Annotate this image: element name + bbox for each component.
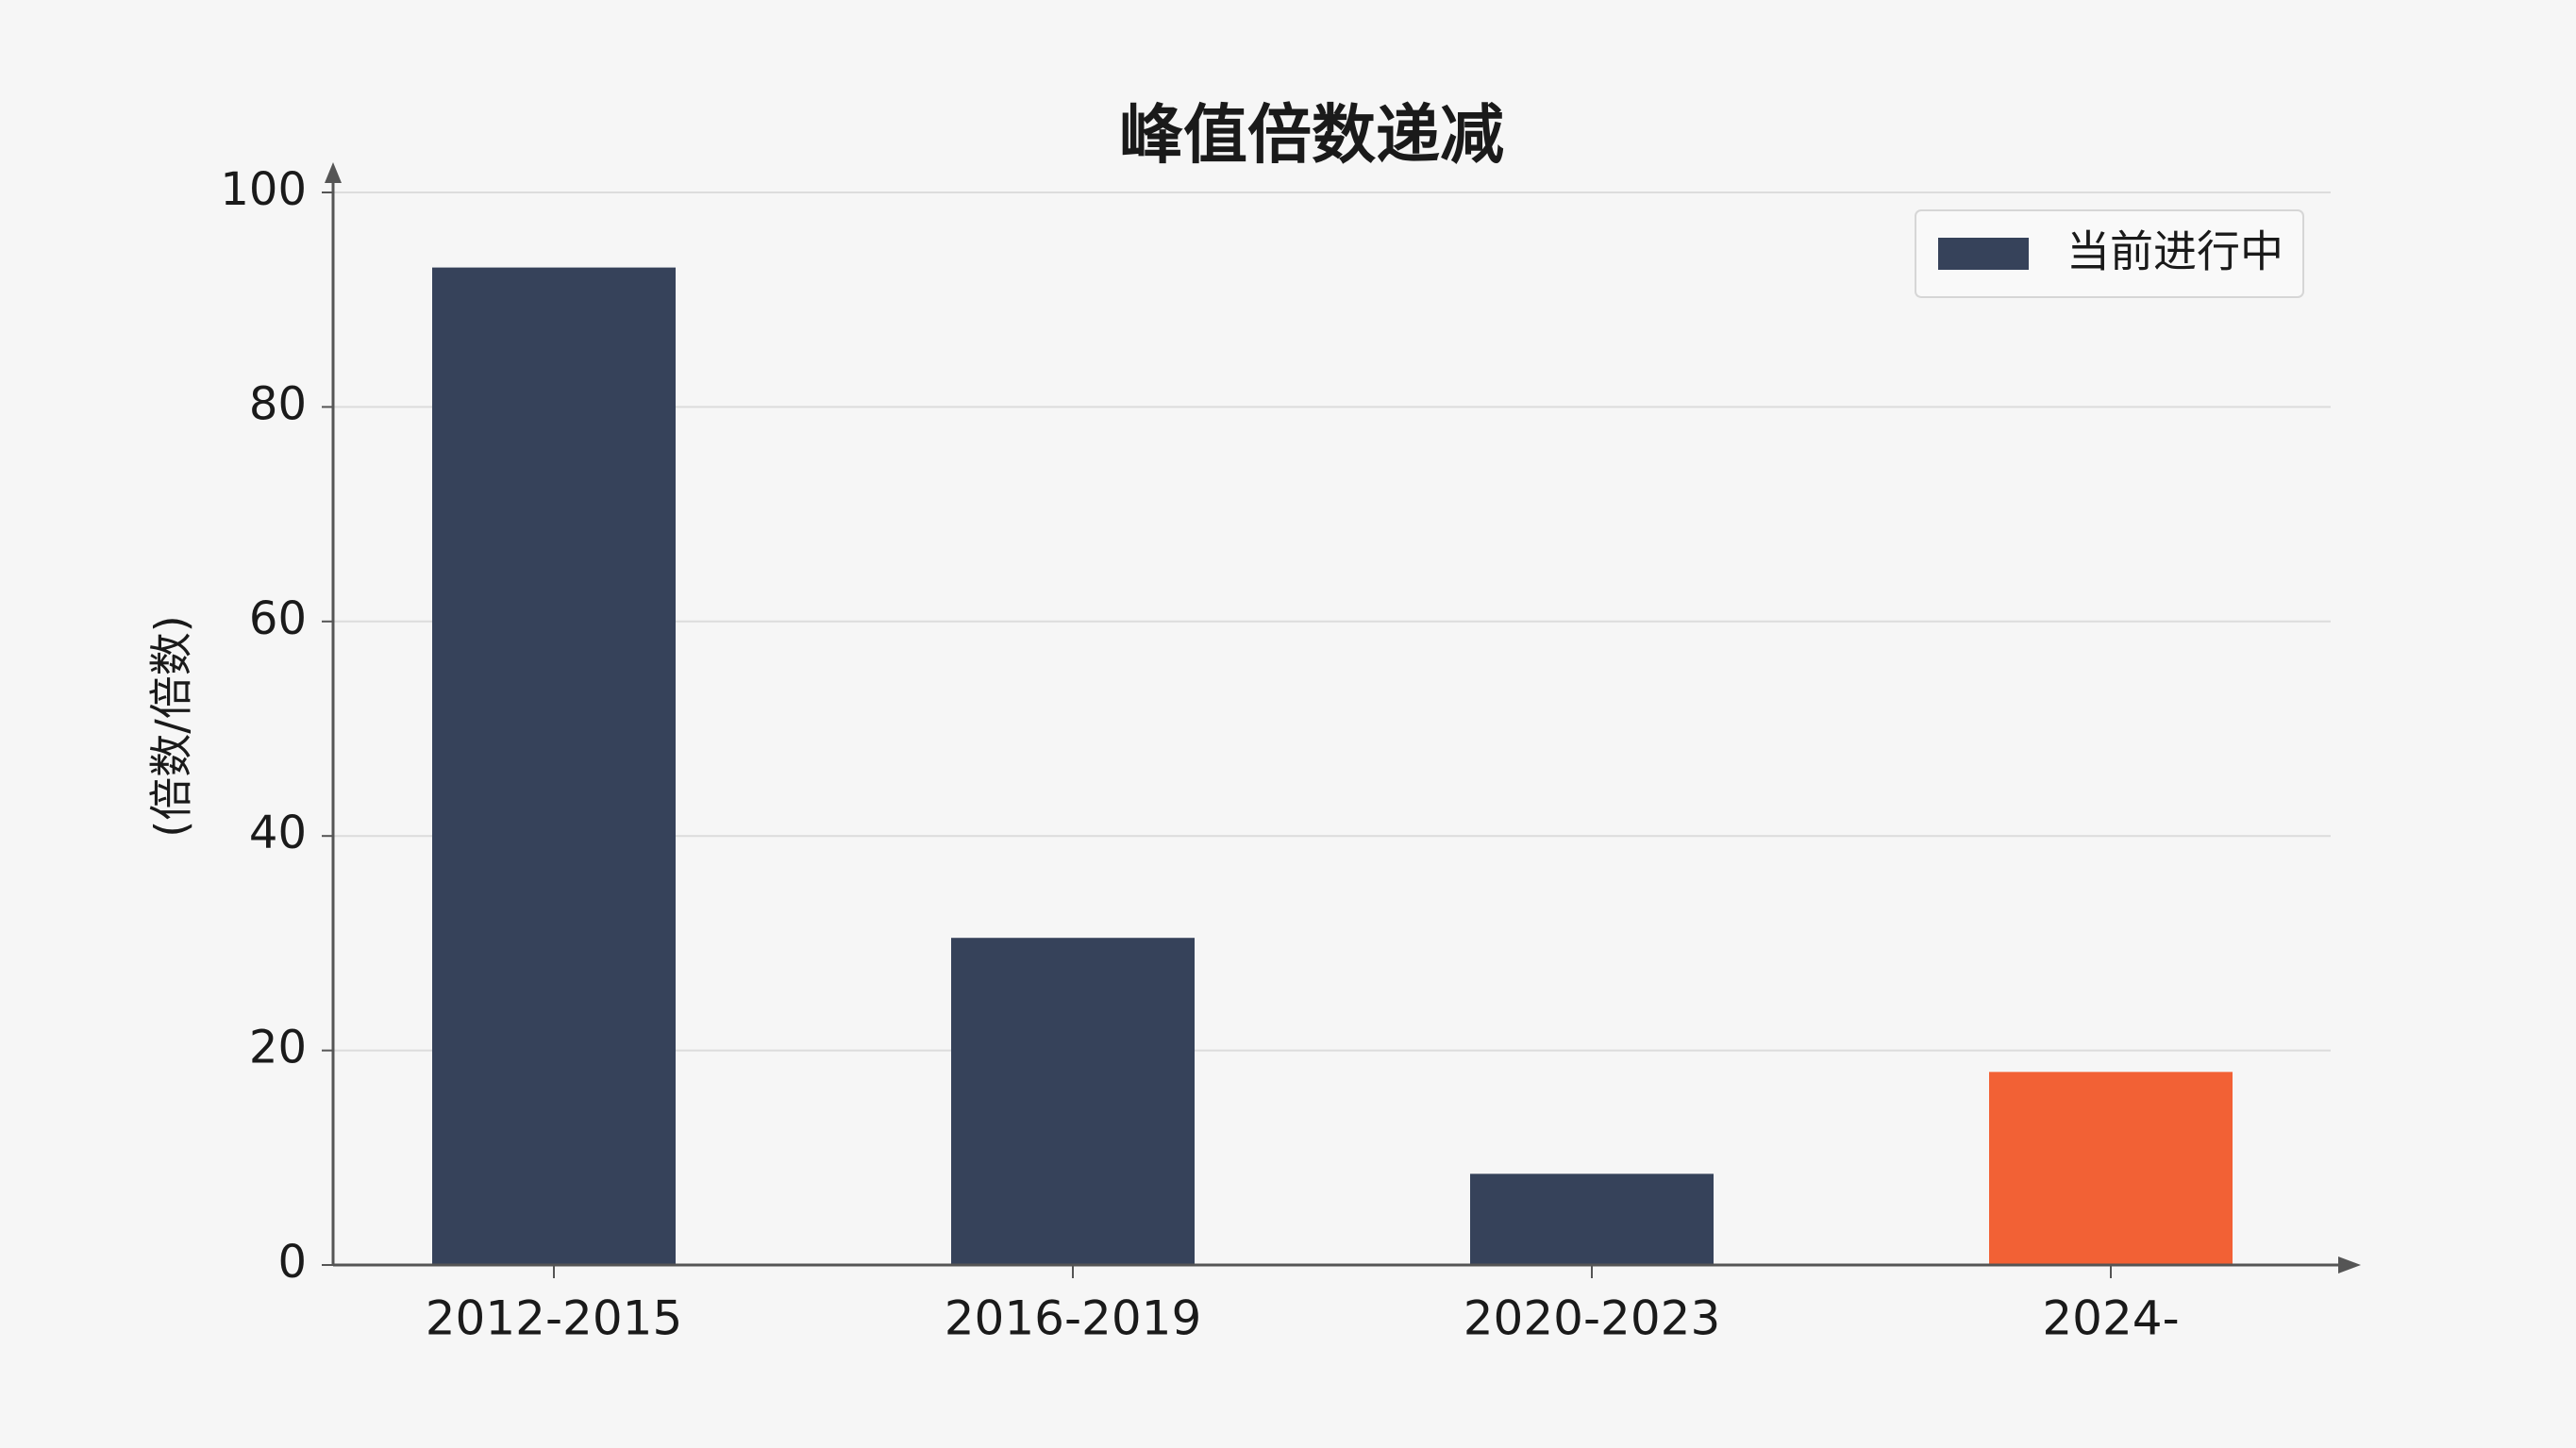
bar	[1989, 1072, 2233, 1265]
y-tick-label: 20	[249, 1022, 307, 1074]
legend-swatch	[1938, 238, 2029, 270]
y-tick-label: 0	[277, 1236, 307, 1289]
y-tick-label: 60	[249, 592, 307, 645]
x-tick-label: 2012-2015	[426, 1291, 683, 1346]
y-tick-label: 40	[249, 807, 307, 859]
x-tick-label: 2016-2019	[945, 1291, 1202, 1346]
bar	[1470, 1173, 1714, 1265]
x-tick-label: 2020-2023	[1464, 1291, 1721, 1346]
legend-box	[1915, 209, 2304, 298]
y-axis-arrow	[325, 162, 342, 183]
y-tick-label: 80	[249, 377, 307, 430]
bar	[951, 938, 1195, 1265]
y-tick-label: 100	[220, 163, 307, 216]
chart-title: 峰值倍数递减	[1119, 99, 1504, 174]
y-axis-label: (倍数/倍数)	[146, 615, 197, 837]
x-axis-arrow	[2338, 1257, 2361, 1273]
x-tick-label: 2024-	[2042, 1291, 2179, 1346]
bar	[432, 267, 676, 1266]
legend-label: 当前进行中	[2066, 226, 2283, 277]
